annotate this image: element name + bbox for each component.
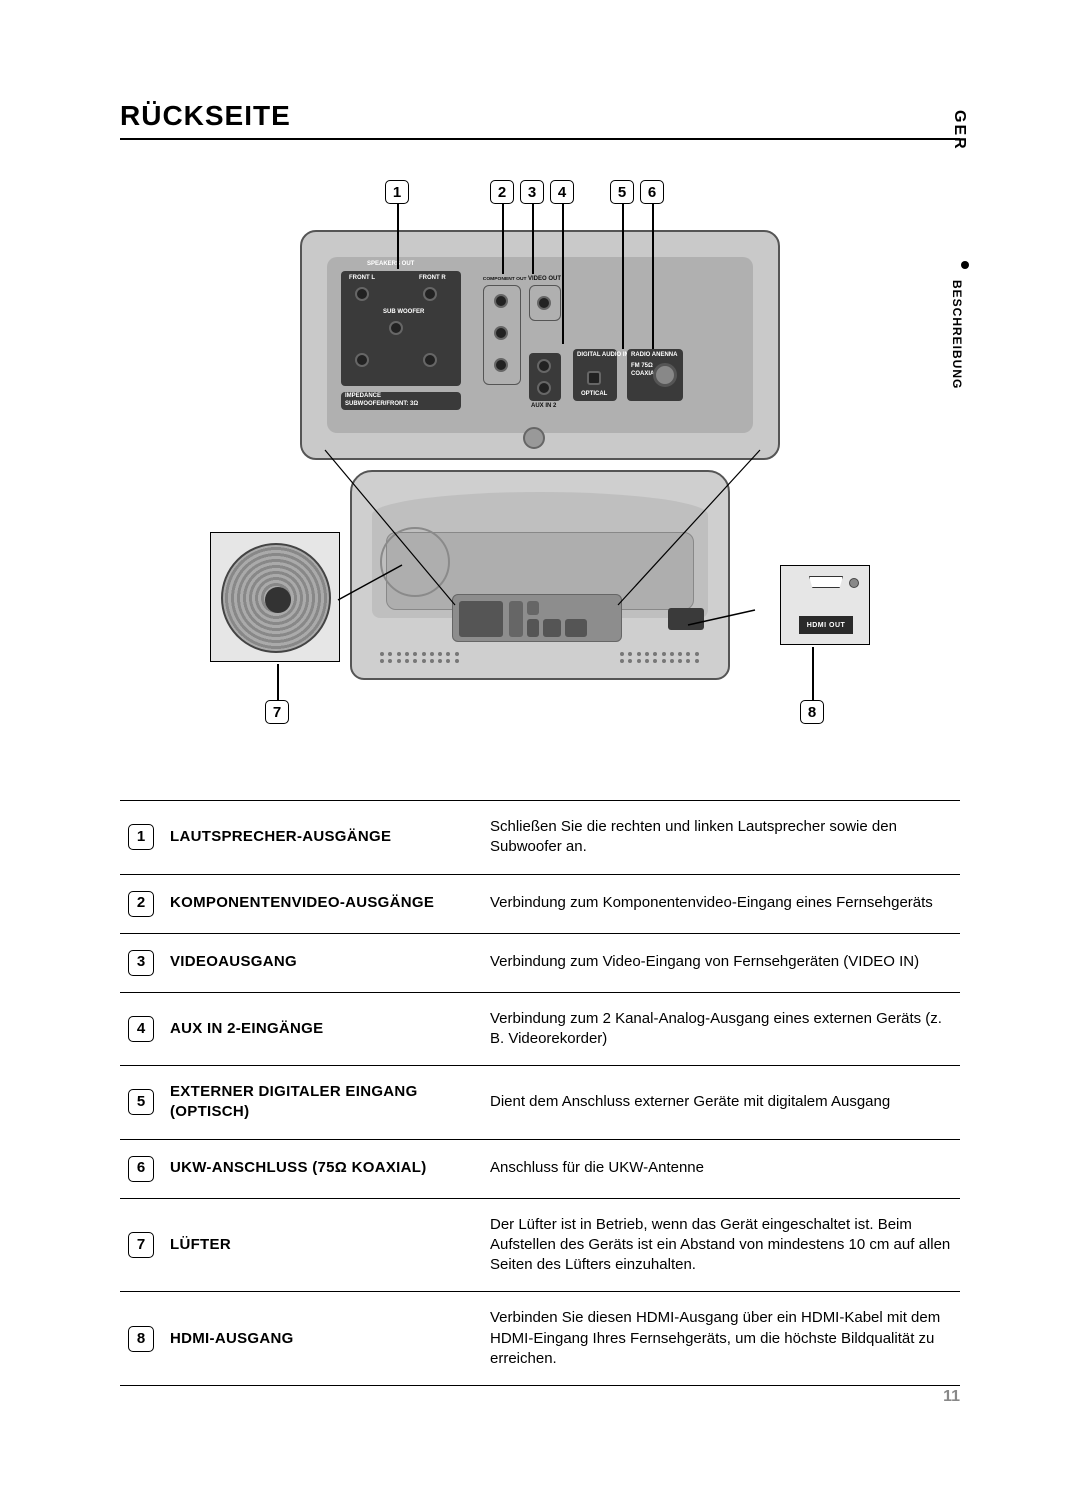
table-row: 4 AUX IN 2-EINGÄNGEVerbindung zum 2 Kanal…	[120, 992, 960, 1066]
table-cell-description: Dient dem Anschluss externer Geräte mit …	[482, 1066, 960, 1140]
manual-page: RÜCKSEITE GER BESCHREIBUNG 1 2 3 4 5 6 S…	[0, 0, 1080, 1446]
table-cell-number: 7	[120, 1198, 162, 1292]
callout-8: 8	[800, 700, 824, 724]
number-badge: 4	[128, 1016, 154, 1042]
leader-line	[652, 204, 654, 349]
number-badge: 5	[128, 1089, 154, 1115]
table-cell-description: Verbindung zum Komponentenvideo-Eingang …	[482, 874, 960, 933]
table-row: 2 KOMPONENTENVIDEO-AUSGÄNGEVerbindung zum…	[120, 874, 960, 933]
bullet-icon	[961, 261, 969, 269]
leader-line	[622, 204, 624, 349]
table-cell-name: EXTERNER DIGITALER EINGANG (OPTISCH)	[162, 1066, 482, 1140]
table-cell-description: Der Lüfter ist in Betrieb, wenn das Gerä…	[482, 1198, 960, 1292]
number-badge: 6	[128, 1156, 154, 1182]
table-cell-name: KOMPONENTENVIDEO-AUSGÄNGE	[162, 874, 482, 933]
callout-7: 7	[265, 700, 289, 724]
table-cell-description: Schließen Sie die rechten und linken Lau…	[482, 801, 960, 875]
table-cell-name: UKW-ANSCHLUSS (75Ω KOAXIAL)	[162, 1139, 482, 1198]
table-row: 1 LAUTSPRECHER-AUSGÄNGESchließen Sie die …	[120, 801, 960, 875]
table-cell-description: Verbindung zum Video-Eingang von Fernseh…	[482, 933, 960, 992]
table-cell-number: 4	[120, 992, 162, 1066]
table-row: 8 HDMI-AUSGANGVerbinden Sie diesen HDMI-A…	[120, 1292, 960, 1386]
table-cell-name: VIDEOAUSGANG	[162, 933, 482, 992]
table-cell-description: Verbinden Sie diesen HDMI-Ausgang über e…	[482, 1292, 960, 1386]
table-cell-description: Anschluss für die UKW-Antenne	[482, 1139, 960, 1198]
side-labels: GER BESCHREIBUNG	[950, 110, 980, 389]
table-row: 6 UKW-ANSCHLUSS (75Ω KOAXIAL)Anschluss fü…	[120, 1139, 960, 1198]
table-cell-name: LAUTSPRECHER-AUSGÄNGE	[162, 801, 482, 875]
table-cell-number: 3	[120, 933, 162, 992]
leader-line	[277, 664, 279, 700]
leader-line	[502, 204, 504, 274]
side-lang: GER	[950, 110, 968, 151]
table-cell-name: LÜFTER	[162, 1198, 482, 1292]
connector-description-table: 1 LAUTSPRECHER-AUSGÄNGESchließen Sie die …	[120, 800, 960, 1386]
leader-line	[532, 204, 534, 274]
callout-5: 5	[610, 180, 634, 204]
table-row: 3 VIDEOAUSGANGVerbindung zum Video-Eingan…	[120, 933, 960, 992]
table-cell-number: 6	[120, 1139, 162, 1198]
table-cell-number: 5	[120, 1066, 162, 1140]
rear-panel-diagram: 1 2 3 4 5 6 SPEAKERS OUT FRONT L	[220, 180, 860, 740]
number-badge: 3	[128, 950, 154, 976]
side-section-wrap: BESCHREIBUNG	[950, 261, 980, 389]
leader-line	[397, 204, 399, 269]
table-cell-name: HDMI-AUSGANG	[162, 1292, 482, 1386]
perspective-lines	[220, 180, 860, 740]
page-number: 11	[943, 1388, 960, 1406]
callout-6: 6	[640, 180, 664, 204]
number-badge: 1	[128, 824, 154, 850]
table-cell-description: Verbindung zum 2 Kanal-Analog-Ausgang ei…	[482, 992, 960, 1066]
leader-line	[562, 204, 564, 344]
leader-line	[812, 647, 814, 700]
table-row: 5 EXTERNER DIGITALER EINGANG (OPTISCH)Die…	[120, 1066, 960, 1140]
side-section: BESCHREIBUNG	[950, 280, 964, 389]
callout-3: 3	[520, 180, 544, 204]
number-badge: 2	[128, 891, 154, 917]
table-cell-name: AUX IN 2-EINGÄNGE	[162, 992, 482, 1066]
number-badge: 7	[128, 1232, 154, 1258]
callout-2: 2	[490, 180, 514, 204]
section-title: RÜCKSEITE	[120, 100, 960, 140]
callout-4: 4	[550, 180, 574, 204]
table-row: 7 LÜFTERDer Lüfter ist in Betrieb, wenn d…	[120, 1198, 960, 1292]
number-badge: 8	[128, 1326, 154, 1352]
table-cell-number: 1	[120, 801, 162, 875]
table-cell-number: 8	[120, 1292, 162, 1386]
callout-1: 1	[385, 180, 409, 204]
table-cell-number: 2	[120, 874, 162, 933]
